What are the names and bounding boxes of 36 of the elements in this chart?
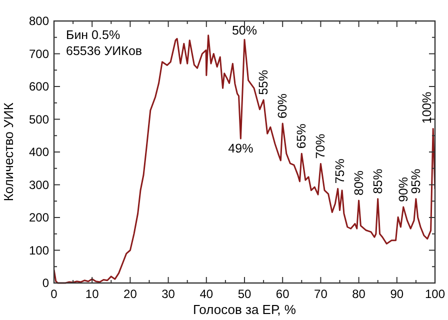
y-tick-label: 500 [28, 112, 50, 126]
annotation: 70% [314, 134, 328, 159]
x-tick-label: 60 [276, 287, 290, 301]
annotation: 60% [276, 93, 290, 119]
y-tick-label: 100 [28, 243, 50, 258]
y-tick-label: 300 [28, 178, 50, 192]
x-tick-label: 0 [50, 287, 58, 301]
y-tick-label: 400 [28, 145, 50, 159]
x-tick-label: 20 [124, 287, 138, 301]
y-tick-label: 600 [28, 80, 50, 94]
annotation: 65% [294, 124, 309, 149]
y-tick-label: 700 [28, 46, 50, 61]
annotation: 65536 УИКов [66, 44, 142, 58]
x-tick-label: 40 [200, 287, 214, 301]
y-tick-label: 800 [28, 14, 50, 28]
x-tick-label: 10 [85, 287, 100, 301]
annotation: 100% [420, 92, 434, 124]
annotation: 55% [256, 70, 271, 95]
x-tick-label: 70 [314, 287, 328, 301]
x-axis-title: Голосов за ЕР, % [193, 302, 296, 317]
x-tick-label: 80 [352, 287, 366, 301]
x-tick-label: 30 [162, 287, 176, 301]
annotation: 50% [232, 24, 258, 38]
x-tick-label: 90 [390, 287, 404, 301]
annotation: Бин 0.5% [66, 28, 120, 42]
annotation: 95% [408, 168, 423, 194]
annotation: 49% [228, 142, 254, 156]
annotation: 80% [352, 170, 366, 196]
y-tick-label: 200 [28, 210, 50, 224]
y-tick-label: 0 [42, 276, 50, 290]
annotation: 90% [396, 176, 410, 202]
annotation: 75% [332, 158, 347, 184]
x-tick-label: 50 [238, 287, 252, 301]
annotation: 85% [370, 168, 385, 194]
y-axis-title: Количество УИК [1, 102, 16, 202]
x-tick-label: 100 [424, 287, 446, 301]
